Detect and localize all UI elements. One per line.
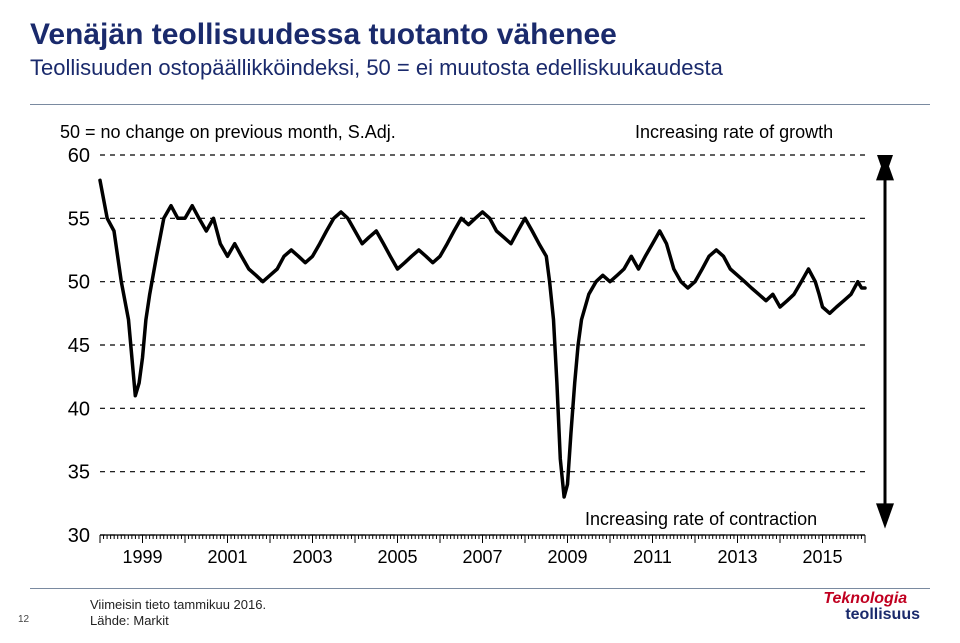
page-number: 12 [18, 614, 29, 625]
svg-text:60: 60 [68, 145, 90, 167]
svg-text:2015: 2015 [802, 547, 842, 567]
svg-text:55: 55 [68, 208, 90, 230]
footer-line-1: Viimeisin tieto tammikuu 2016. [90, 597, 266, 612]
brand-logo: Teknologia teollisuus [823, 591, 920, 623]
svg-text:30: 30 [68, 525, 90, 547]
svg-text:40: 40 [68, 398, 90, 420]
logo-line-2: teollisuus [845, 607, 920, 623]
divider [30, 104, 930, 105]
svg-text:2013: 2013 [717, 547, 757, 567]
svg-text:1999: 1999 [122, 547, 162, 567]
footer-text: Viimeisin tieto tammikuu 2016. Lähde: Ma… [90, 597, 266, 630]
page-title: Venäjän teollisuudessa tuotanto vähenee [30, 18, 930, 53]
svg-text:45: 45 [68, 335, 90, 357]
svg-text:2011: 2011 [633, 547, 672, 567]
svg-text:2001: 2001 [207, 547, 247, 567]
svg-text:2009: 2009 [547, 547, 587, 567]
line-chart: 30 35 40 45 50 55 60 1999 2001 2003 2005 2007 2009 20… [45, 120, 915, 580]
svg-text:2003: 2003 [292, 547, 332, 567]
svg-text:Increasing rate of contraction: Increasing rate of contraction [585, 509, 817, 529]
svg-text:50 = no change on previous mon: 50 = no change on previous month, S.Adj. [60, 122, 396, 142]
divider [30, 588, 930, 589]
logo-line-1: Teknologia [823, 591, 920, 607]
footer-line-2: Lähde: Markit [90, 613, 169, 628]
svg-text:Increasing rate of growth: Increasing rate of growth [635, 122, 833, 142]
svg-text:2007: 2007 [462, 547, 502, 567]
svg-text:35: 35 [68, 462, 90, 484]
page-subtitle: Teollisuuden ostopäällikköindeksi, 50 = … [30, 55, 930, 81]
svg-text:50: 50 [68, 272, 90, 294]
svg-text:2005: 2005 [377, 547, 417, 567]
